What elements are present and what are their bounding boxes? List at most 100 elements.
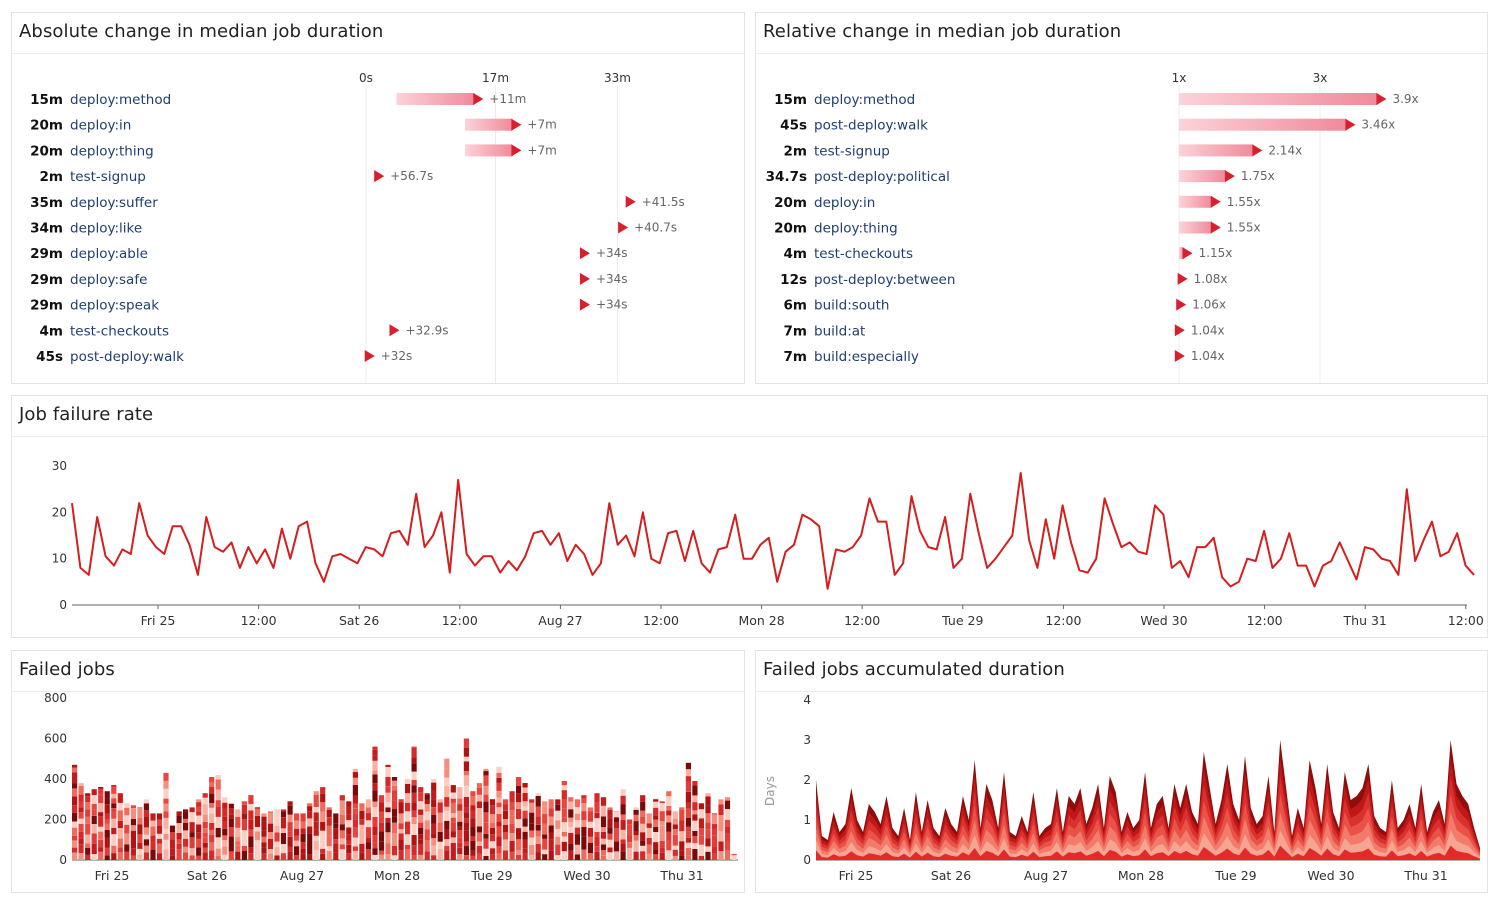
failed-jobs-bar-segment <box>104 804 110 814</box>
failed-jobs-bar-segment <box>457 847 463 855</box>
failed-jobs-bar-segment <box>156 853 163 860</box>
failed-jobs-bar-segment <box>228 803 234 804</box>
failed-jobs-bar-segment <box>241 804 247 814</box>
failed-jobs-bar-segment <box>705 846 711 852</box>
failed-jobs-bar-segment <box>391 785 398 791</box>
change-label: +11m <box>489 92 526 106</box>
ratio-arrow <box>1174 324 1185 337</box>
row-duration: 4m <box>784 246 807 262</box>
failed-jobs-bar-segment <box>620 839 626 844</box>
failed-jobs-bar-segment <box>470 826 476 837</box>
failed-jobs-bar-segment <box>594 831 600 837</box>
failed-jobs-bar-segment <box>555 836 561 845</box>
failed-jobs-bar-segment <box>470 850 476 856</box>
failed-jobs-bar-segment <box>509 794 515 803</box>
failed-jobs-bar-segment <box>574 827 580 835</box>
failed-jobs-bar-segment <box>176 839 182 844</box>
failed-jobs-bar-segment <box>78 853 84 860</box>
x-tick-label: Wed 30 <box>1140 613 1187 628</box>
failed-jobs-bar-segment <box>346 834 352 841</box>
failed-jobs-bar-segment <box>78 844 84 853</box>
failed-jobs-bar-segment <box>698 828 704 836</box>
failed-jobs-bar-segment <box>496 782 502 791</box>
failed-jobs-bar-segment <box>502 832 509 840</box>
failed-jobs-bar-segment <box>679 841 685 851</box>
failed-jobs-bar-segment <box>411 785 417 793</box>
failed-jobs-bar-segment <box>248 819 254 830</box>
failed-jobs-bar-segment <box>437 802 443 813</box>
failed-jobs-bar-segment <box>72 764 78 768</box>
failed-jobs-bar-segment <box>137 818 143 825</box>
failed-jobs-bar-segment <box>280 811 287 818</box>
ratio-label: 1.55x <box>1227 221 1261 235</box>
failed-jobs-bar-segment <box>215 775 221 780</box>
failed-jobs-bar-segment <box>522 810 528 819</box>
failed-jobs-bar-segment <box>320 848 326 854</box>
axis-tick-label: 0s <box>359 71 373 85</box>
failed-jobs-bar-segment <box>241 813 247 820</box>
failed-jobs-bar-segment <box>444 786 450 797</box>
change-label: +41.5s <box>642 195 685 209</box>
rel-change-title: Relative change in median job duration <box>763 21 1122 42</box>
failed-jobs-bar-segment <box>222 840 228 847</box>
failed-jobs-bar-segment <box>411 824 417 835</box>
failed-jobs-bar-segment <box>476 801 482 808</box>
failed-jobs-bar-segment <box>666 791 672 797</box>
failed-jobs-bar-segment <box>98 831 104 840</box>
row-duration: 2m <box>40 169 63 185</box>
failed-jobs-bar-segment <box>235 841 241 846</box>
failed-jobs-bar-segment <box>352 827 358 838</box>
failed-jobs-bar-segment <box>189 837 195 849</box>
failed-jobs-bar-segment <box>640 795 646 802</box>
failed-jobs-bar-segment <box>646 828 652 838</box>
failed-jobs-bar-segment <box>98 816 104 827</box>
failed-jobs-bar-segment <box>163 803 169 812</box>
failed-jobs-bar-segment <box>561 790 567 800</box>
failed-jobs-bar-segment <box>444 768 450 778</box>
failed-jobs-bar-segment <box>561 785 567 791</box>
x-tick-label: Mon 28 <box>738 613 784 628</box>
failed-jobs-bar-segment <box>183 809 189 812</box>
failed-jobs-bar-segment <box>711 814 718 825</box>
row-job-name: post-deploy:walk <box>70 349 184 365</box>
failed-jobs-bar-segment <box>104 823 110 830</box>
failed-jobs-bar-segment <box>124 844 130 852</box>
failed-jobs-bar-segment <box>411 746 417 748</box>
failed-jobs-bar-segment <box>685 855 691 860</box>
failed-jobs-bar-segment <box>627 819 633 825</box>
failed-jobs-bar-segment <box>581 795 587 799</box>
failed-jobs-bar-segment <box>516 839 522 850</box>
failed-jobs-bar-segment <box>548 808 554 817</box>
failed-jobs-bar-segment <box>98 788 104 795</box>
row-duration: 45s <box>36 349 63 365</box>
failed-jobs-bar-segment <box>581 826 587 837</box>
failed-jobs-bar-segment <box>91 854 97 860</box>
failed-jobs-bar-segment <box>444 839 450 846</box>
failed-jobs-bar-segment <box>594 825 600 832</box>
failed-jobs-bar-segment <box>391 780 398 786</box>
failed-jobs-bar-segment <box>653 807 659 816</box>
failed-jobs-bar-segment <box>424 793 430 795</box>
failed-jobs-bar-segment <box>359 839 365 844</box>
failed-jobs-bar-segment <box>124 833 130 845</box>
failed-jobs-bar-segment <box>405 849 411 860</box>
failed-jobs-bar-segment <box>267 823 274 833</box>
failed-jobs-bar-segment <box>731 855 737 860</box>
failed-jobs-bar-segment <box>111 793 117 799</box>
failed-jobs-bar-segment <box>320 840 326 849</box>
failed-jobs-bar-segment <box>385 832 391 844</box>
row-duration: 12s <box>780 272 807 288</box>
failed-jobs-bar-segment <box>267 839 274 849</box>
failed-jobs-bar-segment <box>685 776 691 782</box>
failed-jobs-bar-segment <box>450 802 456 814</box>
failed-jobs-bar-segment <box>731 853 737 856</box>
failed-jobs-bar-segment <box>542 806 548 814</box>
failed-jobs-bar-segment <box>215 844 221 849</box>
failed-jobs-bar-segment <box>633 840 639 852</box>
failed-jobs-bar-segment <box>98 839 104 848</box>
failed-jobs-bar-segment <box>529 855 535 860</box>
failed-jobs-bar-segment <box>104 813 110 820</box>
failed-jobs-bar-segment <box>463 761 469 772</box>
failed-jobs-bar-segment <box>359 810 365 820</box>
failed-jobs-bar-segment <box>294 835 300 841</box>
